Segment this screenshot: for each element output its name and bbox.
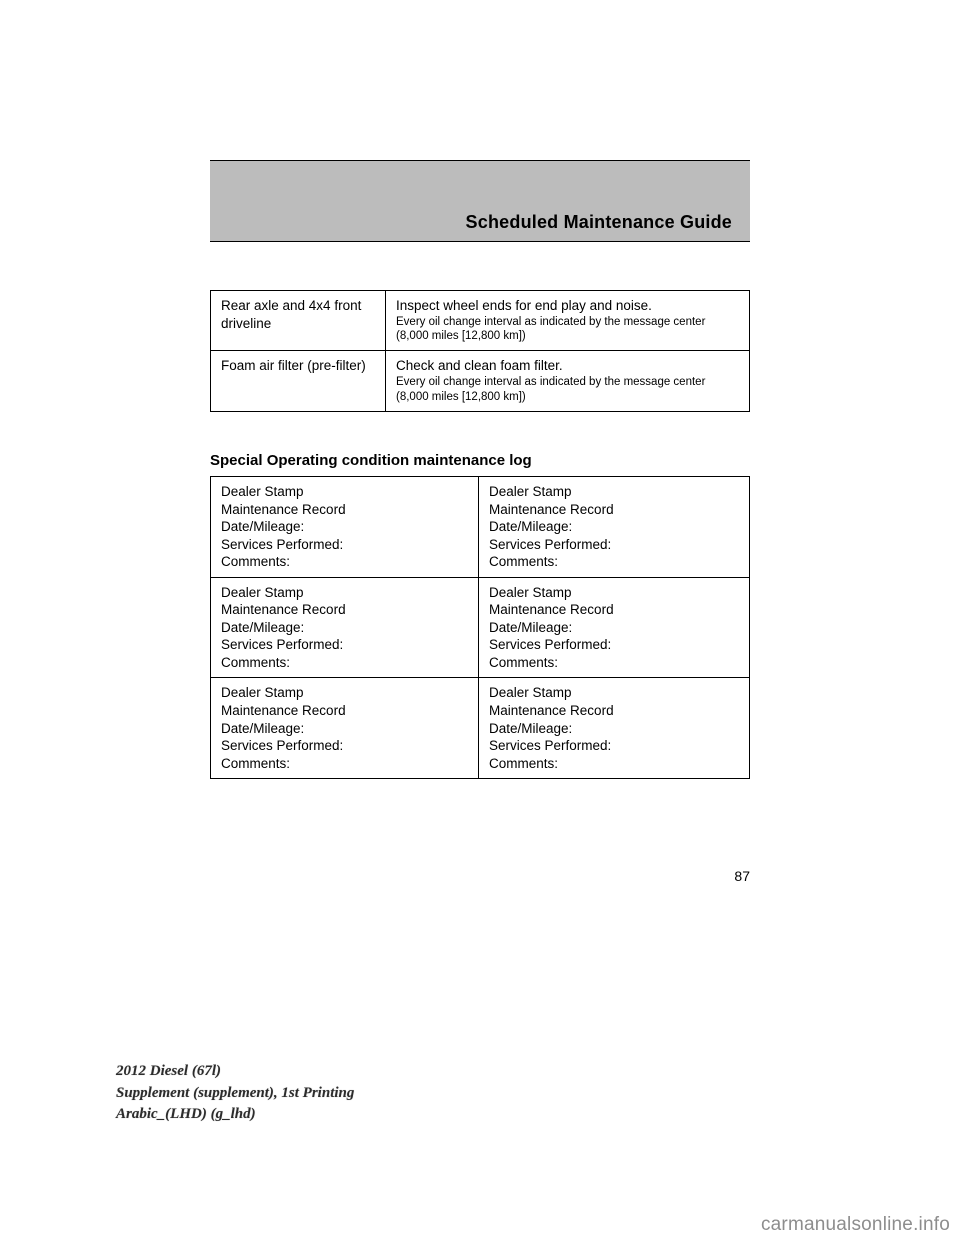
footer-block: 2012 Diesel (67l) Supplement (supplement… [116,1061,354,1126]
log-line: Dealer Stamp [489,483,739,501]
log-line: Services Performed: [489,737,739,755]
log-line: Comments: [489,755,739,773]
log-cell: Dealer Stamp Maintenance Record Date/Mil… [479,578,749,678]
log-line: Date/Mileage: [221,518,468,536]
table-row: Dealer Stamp Maintenance Record Date/Mil… [211,577,749,678]
page-number: 87 [734,868,750,884]
table-row: Foam air filter (pre-filter) Check and c… [211,350,749,410]
log-cell: Dealer Stamp Maintenance Record Date/Mil… [479,678,749,778]
page-root: Scheduled Maintenance Guide Rear axle an… [0,0,960,1242]
log-line: Services Performed: [221,737,468,755]
log-line: Maintenance Record [221,702,468,720]
log-cell: Dealer Stamp Maintenance Record Date/Mil… [479,477,749,577]
log-line: Dealer Stamp [489,684,739,702]
log-line: Services Performed: [489,636,739,654]
maintenance-item-desc: Check and clean foam filter. Every oil c… [386,351,749,410]
table-row: Dealer Stamp Maintenance Record Date/Mil… [211,477,749,577]
log-line: Dealer Stamp [221,684,468,702]
log-cell: Dealer Stamp Maintenance Record Date/Mil… [211,477,479,577]
header-title: Scheduled Maintenance Guide [466,212,732,233]
footer-line: 2012 Diesel (67l) [116,1061,354,1083]
desc-line: Check and clean foam filter. [396,357,739,375]
footer-line: Supplement (supplement), 1st Printing [116,1083,354,1105]
log-cell: Dealer Stamp Maintenance Record Date/Mil… [211,578,479,678]
section-title: Special Operating condition maintenance … [210,452,532,469]
log-line: Dealer Stamp [489,584,739,602]
header-band: Scheduled Maintenance Guide [210,160,750,242]
log-line: Comments: [489,654,739,672]
maintenance-item-desc: Inspect wheel ends for end play and nois… [386,291,749,350]
log-line: Date/Mileage: [489,518,739,536]
log-line: Maintenance Record [489,601,739,619]
maintenance-item-label: Foam air filter (pre-filter) [211,351,386,410]
log-line: Dealer Stamp [221,584,468,602]
log-line: Comments: [221,654,468,672]
maintenance-log-table: Dealer Stamp Maintenance Record Date/Mil… [210,476,750,779]
log-line: Maintenance Record [221,501,468,519]
log-line: Maintenance Record [489,702,739,720]
log-line: Date/Mileage: [489,720,739,738]
log-line: Date/Mileage: [221,619,468,637]
maintenance-item-label: Rear axle and 4x4 front driveline [211,291,386,350]
log-line: Services Performed: [221,636,468,654]
maintenance-table: Rear axle and 4x4 front driveline Inspec… [210,290,750,412]
table-row: Dealer Stamp Maintenance Record Date/Mil… [211,677,749,778]
log-line: Date/Mileage: [489,619,739,637]
log-line: Services Performed: [489,536,739,554]
log-line: Date/Mileage: [221,720,468,738]
log-line: Comments: [221,553,468,571]
log-line: Comments: [221,755,468,773]
log-cell: Dealer Stamp Maintenance Record Date/Mil… [211,678,479,778]
log-line: Dealer Stamp [221,483,468,501]
log-line: Services Performed: [221,536,468,554]
log-line: Maintenance Record [221,601,468,619]
footer-line: Arabic_(LHD) (g_lhd) [116,1104,354,1126]
log-line: Comments: [489,553,739,571]
desc-note: Every oil change interval as indicated b… [396,375,739,405]
table-row: Rear axle and 4x4 front driveline Inspec… [211,291,749,350]
log-line: Maintenance Record [489,501,739,519]
desc-note: Every oil change interval as indicated b… [396,315,739,345]
watermark-text: carmanualsonline.info [761,1214,950,1236]
desc-line: Inspect wheel ends for end play and nois… [396,297,739,315]
